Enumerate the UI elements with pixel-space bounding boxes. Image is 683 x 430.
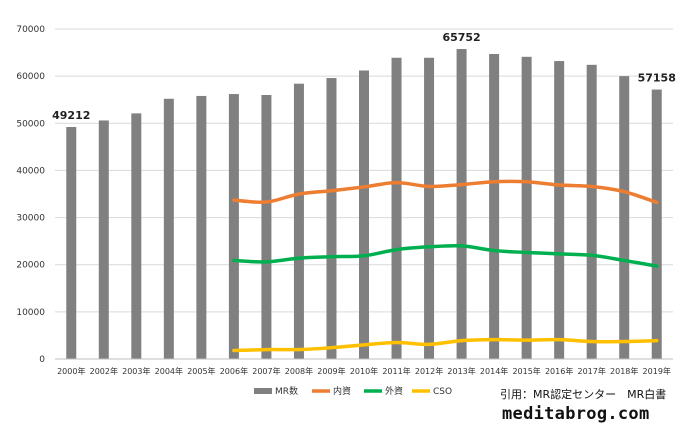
bar-mr-1 bbox=[98, 120, 109, 359]
bar-mr-11 bbox=[424, 57, 435, 359]
y-tick-label: 40000 bbox=[16, 166, 45, 176]
source-credit: 引用：MR認定センター MR白書 bbox=[500, 388, 667, 401]
bar-mr-17 bbox=[619, 76, 630, 360]
bar-mr-13 bbox=[489, 53, 500, 359]
line-series-1 bbox=[232, 179, 659, 205]
x-tick-label: 2016年 bbox=[545, 366, 573, 376]
legend-label: CSO bbox=[433, 387, 452, 397]
line-series-2 bbox=[232, 243, 659, 268]
bar-mr-0 bbox=[66, 127, 77, 359]
x-tick-label: 2012年 bbox=[415, 366, 443, 376]
line-series-3 bbox=[232, 337, 659, 353]
bar-mr-10 bbox=[391, 57, 402, 359]
legend-label: 内資 bbox=[333, 385, 351, 397]
bar-mr-2 bbox=[131, 113, 142, 359]
y-tick-label: 60000 bbox=[16, 72, 45, 82]
bar-mr-7 bbox=[293, 83, 304, 359]
x-tick-label: 2014年 bbox=[480, 366, 508, 376]
bar-mr-12 bbox=[456, 49, 467, 360]
data-label: 57158 bbox=[638, 72, 676, 85]
bar-mr-16 bbox=[586, 64, 597, 359]
site-watermark: meditabrog.com bbox=[502, 404, 650, 424]
x-tick-label: 2003年 bbox=[122, 366, 150, 376]
x-tick-label: 2005年 bbox=[187, 366, 215, 376]
bar-mr-18 bbox=[651, 89, 662, 359]
y-tick-label: 70000 bbox=[16, 25, 45, 35]
x-tick-label: 2017年 bbox=[578, 366, 606, 376]
x-axis: 2000年 2002年 2003年 2004年 2005年 2006年 2007年 2008年… bbox=[55, 358, 673, 376]
y-axis: 0 10000 20000 30000 40000 50000 60000 70000 bbox=[16, 25, 45, 365]
bar-series-mr bbox=[66, 49, 662, 360]
x-tick-label: 2019年 bbox=[643, 366, 671, 376]
x-tick-label: 2009年 bbox=[317, 366, 345, 376]
y-tick-label: 0 bbox=[39, 355, 45, 365]
bar-mr-8 bbox=[326, 78, 337, 360]
line-series bbox=[232, 179, 659, 353]
bar-mr-4 bbox=[196, 95, 207, 359]
data-label: 65752 bbox=[442, 31, 480, 44]
bar-mr-9 bbox=[359, 70, 369, 359]
legend-label: 外資 bbox=[385, 385, 403, 397]
legend-swatch bbox=[254, 388, 272, 394]
data-label: 49212 bbox=[52, 109, 90, 122]
y-tick-label: 10000 bbox=[16, 308, 45, 318]
x-tick-label: 2011年 bbox=[382, 366, 410, 376]
x-tick-label: 2007年 bbox=[252, 366, 280, 376]
bar-mr-3 bbox=[163, 98, 174, 360]
x-tick-label: 2004年 bbox=[155, 366, 183, 376]
bar-mr-5 bbox=[228, 94, 239, 360]
x-tick-label: 2013年 bbox=[447, 366, 475, 376]
x-tick-label: 2006年 bbox=[220, 366, 248, 376]
y-tick-label: 50000 bbox=[16, 119, 45, 129]
bar-mr-14 bbox=[521, 56, 532, 360]
legend: MR数 内資 外資 CSO bbox=[254, 385, 452, 397]
x-tick-label: 2000年 bbox=[57, 366, 85, 376]
data-labels: 49212 65752 57158 bbox=[52, 31, 676, 122]
x-tick-label: 2015年 bbox=[512, 366, 540, 376]
y-tick-label: 30000 bbox=[16, 214, 45, 224]
x-tick-label: 2018年 bbox=[610, 366, 638, 376]
y-tick-label: 20000 bbox=[16, 261, 45, 271]
x-tick-label: 2008年 bbox=[285, 366, 313, 376]
x-tick-label: 2002年 bbox=[90, 366, 118, 376]
bar-mr-15 bbox=[554, 61, 565, 360]
x-tick-label: 2010年 bbox=[350, 366, 378, 376]
legend-label: MR数 bbox=[275, 385, 298, 397]
bar-mr-6 bbox=[261, 95, 272, 359]
